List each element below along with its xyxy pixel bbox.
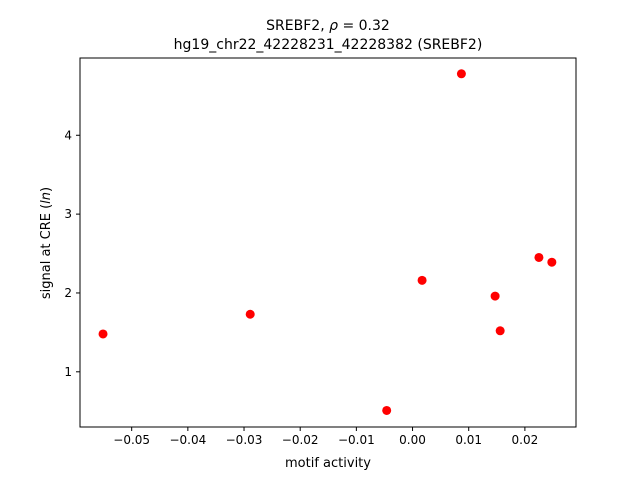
data-point [490,291,500,301]
x-tick-label: −0.01 [338,433,375,447]
y-axis-ticks: 1 2 3 4 [64,128,80,379]
chart-title-line1: SREBF2, ρ = 0.32 [266,18,390,34]
data-point [534,252,544,262]
data-point [547,257,557,267]
data-point [382,405,392,415]
x-tick-label: −0.03 [226,433,263,447]
data-point [417,275,427,285]
y-tick-label: 4 [64,128,72,142]
data-point [456,69,466,79]
plot-area-frame [79,57,577,428]
x-axis-label: motif activity [285,456,371,471]
y-tick-label: 1 [64,365,72,379]
data-point [495,326,505,336]
data-points [98,69,557,415]
x-tick-label: 0.00 [399,433,426,447]
x-tick-label: −0.02 [282,433,319,447]
data-point [98,329,108,339]
x-tick-label: −0.05 [113,433,150,447]
chart-title-line2: hg19_chr22_42228231_42228382 (SREBF2) [174,37,483,53]
y-tick-label: 3 [64,207,72,221]
data-point [245,309,255,319]
x-tick-label: 0.02 [512,433,539,447]
y-axis-label: signal at CRE (ln) [39,187,54,299]
y-tick-label: 2 [64,286,72,300]
x-tick-label: −0.04 [169,433,206,447]
x-axis-ticks: −0.05 −0.04 −0.03 −0.02 −0.01 0.00 0.01 0.02 [113,427,538,447]
x-tick-label: 0.01 [455,433,482,447]
